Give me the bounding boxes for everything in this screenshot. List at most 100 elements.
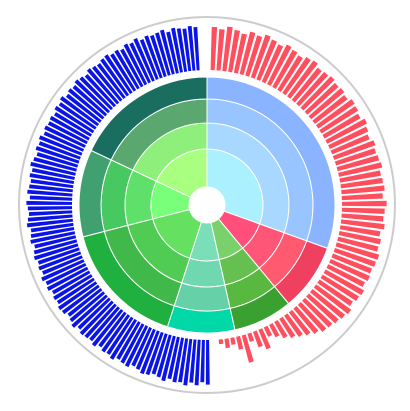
outer-bar [44, 125, 86, 148]
outer-bar [34, 235, 77, 249]
outer-bar [236, 335, 244, 350]
ring-segment [90, 76, 208, 161]
outer-bar [89, 306, 120, 342]
outer-bar [67, 88, 105, 120]
outer-boundary-circle [18, 16, 396, 394]
outer-bar [319, 106, 359, 134]
outer-bar [72, 85, 108, 117]
outer-bar [28, 210, 73, 216]
outer-bar [284, 313, 303, 338]
outer-bar [332, 140, 376, 160]
outer-bar [47, 121, 88, 145]
outer-bar [328, 126, 369, 150]
outer-bar [92, 65, 123, 102]
outer-bar [267, 44, 292, 86]
outer-bar [218, 339, 224, 345]
outer-bar [315, 99, 355, 129]
outer-bar [131, 327, 152, 367]
outer-bar [151, 333, 168, 375]
outer-bar [233, 33, 248, 74]
outer-bar [38, 141, 81, 160]
outer-bar [33, 243, 79, 261]
outer-bar [71, 294, 108, 328]
outer-bar [272, 49, 298, 89]
outer-bar [193, 27, 200, 71]
outer-bar [41, 259, 85, 282]
outer-bar [166, 31, 179, 74]
outer-bar [205, 339, 210, 385]
outer-bar [228, 29, 241, 73]
outer-bar [104, 54, 133, 94]
center-hole [189, 187, 225, 223]
outer-bar [341, 193, 383, 201]
outer-bar [29, 184, 73, 193]
outer-bar [241, 334, 254, 363]
outer-bar [84, 303, 117, 339]
outer-bar [29, 173, 75, 184]
outer-bar [96, 63, 126, 99]
outer-bar [230, 337, 236, 345]
outer-bar [322, 113, 361, 139]
outer-bar [155, 32, 171, 76]
outer-bar [172, 337, 184, 383]
outer-bar [46, 266, 89, 291]
outer-bar [42, 255, 83, 275]
outer-bar [317, 279, 353, 306]
outer-bar [30, 222, 74, 233]
outer-bar [261, 44, 284, 84]
outer-bar [331, 253, 373, 274]
outer-bar [26, 200, 73, 205]
outer-bar [210, 26, 218, 71]
outer-bar [341, 207, 385, 214]
outer-bar [304, 82, 339, 115]
outer-bar [150, 34, 167, 78]
outer-bar [189, 339, 197, 383]
outer-bar [300, 76, 335, 111]
outer-bar [54, 105, 95, 134]
outer-bar [293, 306, 319, 334]
outer-bar [291, 67, 322, 103]
outer-bar [340, 177, 383, 189]
outer-bar [114, 49, 140, 90]
outer-bar [51, 270, 91, 295]
outer-bar [139, 38, 159, 81]
outer-bar [333, 247, 376, 267]
outer-bar [245, 35, 263, 77]
outer-bar [183, 338, 193, 386]
outer-bar [67, 287, 103, 317]
outer-bar [171, 27, 183, 73]
outer-bar [49, 115, 90, 141]
outer-bar [302, 297, 333, 328]
outer-bar [29, 195, 73, 201]
outer-bar [145, 331, 164, 376]
outer-bar [277, 55, 303, 92]
outer-bar [312, 95, 348, 124]
outer-bar [120, 323, 145, 364]
outer-bar [27, 189, 73, 197]
outer-bar [45, 263, 87, 286]
outer-bar [35, 145, 80, 164]
outer-bar [176, 28, 188, 72]
ring-segment [173, 282, 231, 312]
outer-bar [334, 148, 377, 166]
outer-bar [30, 227, 75, 239]
outer-bar [61, 284, 100, 315]
outer-bar [274, 319, 288, 339]
outer-bar [320, 274, 359, 301]
outer-bar [69, 291, 106, 323]
outer-bar [156, 334, 172, 378]
outer-bar [30, 231, 76, 244]
outer-bar [98, 311, 127, 348]
outer-bar [79, 300, 114, 336]
outer-bar [239, 31, 256, 76]
outer-bar [296, 71, 329, 107]
outer-bar [250, 34, 271, 79]
outer-bar [287, 60, 318, 99]
outer-bar [53, 274, 93, 301]
outer-bar [329, 258, 370, 281]
outer-bar [256, 39, 277, 81]
outer-bar [43, 131, 85, 152]
outer-bar [33, 156, 77, 172]
